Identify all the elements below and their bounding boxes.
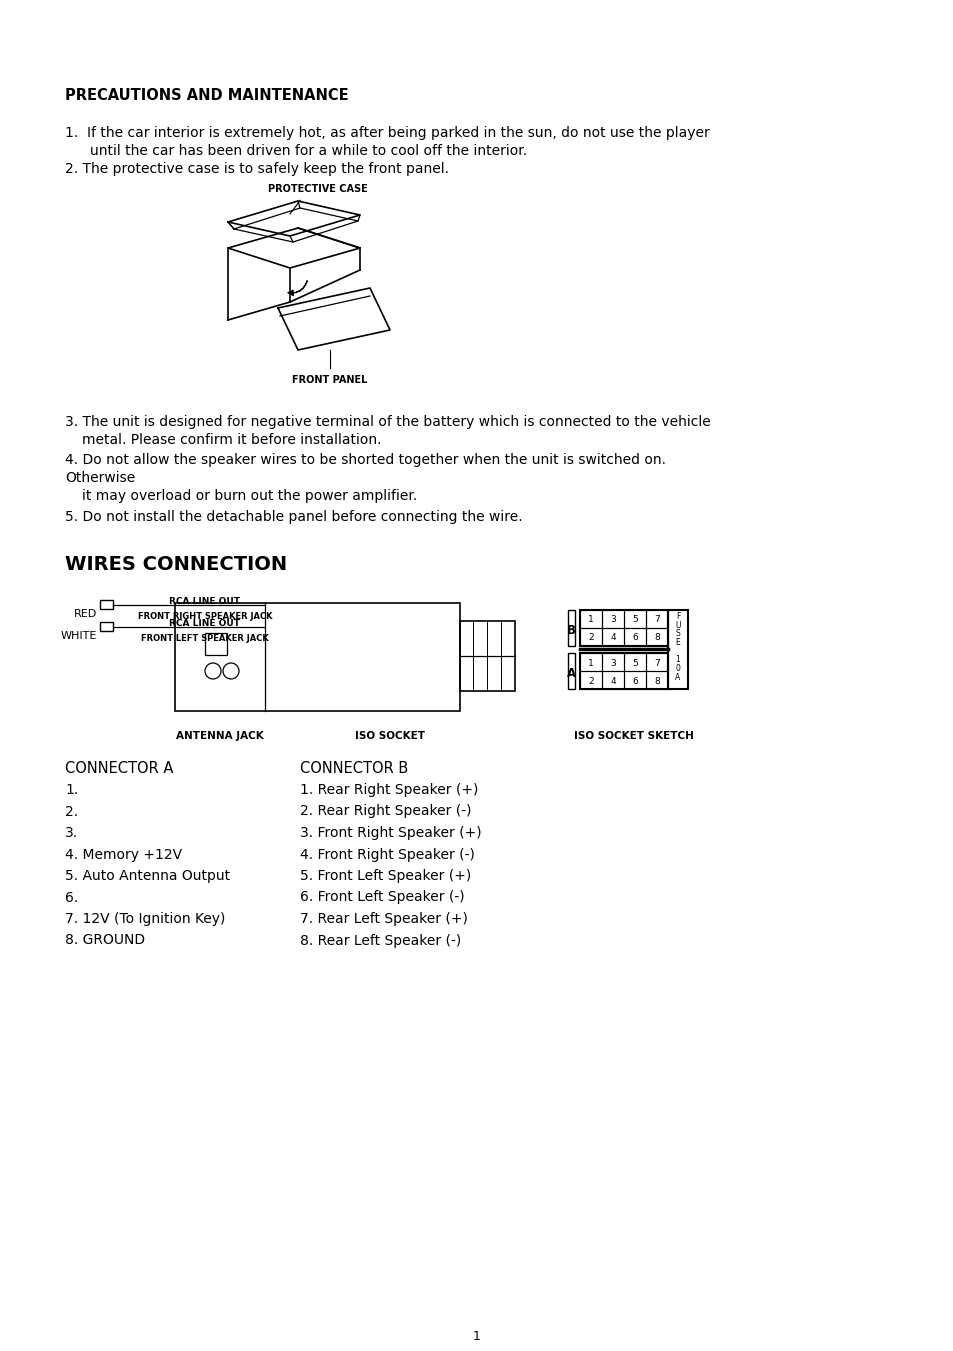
Bar — [601, 671, 623, 689]
Bar — [567, 653, 575, 689]
Text: 6: 6 — [632, 677, 638, 685]
Bar — [579, 653, 601, 671]
Bar — [623, 653, 645, 671]
Text: 2: 2 — [588, 634, 593, 643]
Text: F
U
S
E
 
1
0
A: F U S E 1 0 A — [675, 612, 680, 681]
Bar — [645, 628, 667, 646]
Bar — [567, 611, 575, 646]
Text: ISO SOCKET: ISO SOCKET — [355, 731, 424, 740]
Bar — [579, 671, 601, 689]
Text: WIRES CONNECTION: WIRES CONNECTION — [65, 555, 287, 574]
Bar — [100, 621, 112, 631]
Text: 7. Rear Left Speaker (+): 7. Rear Left Speaker (+) — [299, 912, 467, 925]
Bar — [579, 611, 601, 628]
Text: 3. Front Right Speaker (+): 3. Front Right Speaker (+) — [299, 825, 481, 840]
Text: metal. Please confirm it before installation.: metal. Please confirm it before installa… — [82, 434, 381, 447]
Bar — [623, 628, 645, 646]
Text: Otherwise: Otherwise — [65, 471, 135, 485]
Text: 2.: 2. — [65, 804, 78, 819]
Text: 3: 3 — [610, 658, 616, 667]
Text: 4. Front Right Speaker (-): 4. Front Right Speaker (-) — [299, 847, 475, 862]
Text: it may overload or burn out the power amplifier.: it may overload or burn out the power am… — [82, 489, 416, 503]
Bar — [601, 628, 623, 646]
Text: 1: 1 — [587, 616, 594, 624]
Text: 1.: 1. — [65, 784, 78, 797]
Text: 2. Rear Right Speaker (-): 2. Rear Right Speaker (-) — [299, 804, 471, 819]
Text: WHITE: WHITE — [61, 631, 97, 640]
Bar — [174, 603, 459, 711]
Text: 5. Auto Antenna Output: 5. Auto Antenna Output — [65, 869, 230, 884]
Text: 4: 4 — [610, 677, 616, 685]
Text: RCA LINE OUT: RCA LINE OUT — [170, 597, 240, 607]
Text: CONNECTOR B: CONNECTOR B — [299, 761, 408, 775]
Text: 2. The protective case is to safely keep the front panel.: 2. The protective case is to safely keep… — [65, 162, 449, 176]
Bar — [601, 653, 623, 671]
Text: until the car has been driven for a while to cool off the interior.: until the car has been driven for a whil… — [90, 145, 527, 158]
Text: A: A — [566, 667, 576, 680]
Bar — [667, 611, 687, 689]
Text: 8. GROUND: 8. GROUND — [65, 934, 145, 947]
Text: 8. Rear Left Speaker (-): 8. Rear Left Speaker (-) — [299, 934, 460, 947]
Text: 5: 5 — [632, 658, 638, 667]
Text: PRECAUTIONS AND MAINTENANCE: PRECAUTIONS AND MAINTENANCE — [65, 88, 348, 103]
Text: 5. Front Left Speaker (+): 5. Front Left Speaker (+) — [299, 869, 471, 884]
Text: 7. 12V (To Ignition Key): 7. 12V (To Ignition Key) — [65, 912, 225, 925]
FancyArrowPatch shape — [288, 281, 307, 296]
Text: CONNECTOR A: CONNECTOR A — [65, 761, 173, 775]
Text: ISO SOCKET SKETCH: ISO SOCKET SKETCH — [574, 731, 693, 740]
Text: 6.: 6. — [65, 890, 78, 905]
Text: 5: 5 — [632, 616, 638, 624]
Bar — [205, 634, 227, 655]
Text: 3: 3 — [610, 616, 616, 624]
Text: 1.  If the car interior is extremely hot, as after being parked in the sun, do n: 1. If the car interior is extremely hot,… — [65, 126, 709, 141]
Bar — [645, 671, 667, 689]
Text: RCA LINE OUT: RCA LINE OUT — [170, 619, 240, 628]
Text: 7: 7 — [654, 616, 659, 624]
Text: 8: 8 — [654, 677, 659, 685]
Text: FRONT RIGHT SPEAKER JACK: FRONT RIGHT SPEAKER JACK — [137, 612, 272, 621]
Text: 7: 7 — [654, 658, 659, 667]
Text: 8: 8 — [654, 634, 659, 643]
Text: 6: 6 — [632, 634, 638, 643]
Text: FRONT PANEL: FRONT PANEL — [292, 376, 367, 385]
Bar — [645, 611, 667, 628]
Text: RED: RED — [73, 609, 97, 619]
Text: FRONT LEFT SPEAKER JACK: FRONT LEFT SPEAKER JACK — [141, 634, 269, 643]
Text: 4. Do not allow the speaker wires to be shorted together when the unit is switch: 4. Do not allow the speaker wires to be … — [65, 453, 665, 467]
Text: 2: 2 — [588, 677, 593, 685]
Text: 1. Rear Right Speaker (+): 1. Rear Right Speaker (+) — [299, 784, 477, 797]
Text: PROTECTIVE CASE: PROTECTIVE CASE — [268, 184, 368, 195]
Bar — [623, 671, 645, 689]
Bar — [623, 611, 645, 628]
Text: 3.: 3. — [65, 825, 78, 840]
Bar — [579, 611, 667, 646]
Bar — [579, 628, 601, 646]
Bar — [601, 611, 623, 628]
Bar — [645, 653, 667, 671]
Text: 4: 4 — [610, 634, 616, 643]
Text: ANTENNA JACK: ANTENNA JACK — [176, 731, 264, 740]
Text: 5. Do not install the detachable panel before connecting the wire.: 5. Do not install the detachable panel b… — [65, 509, 522, 524]
Text: 3. The unit is designed for negative terminal of the battery which is connected : 3. The unit is designed for negative ter… — [65, 415, 710, 430]
Text: B: B — [566, 624, 576, 638]
Text: 4. Memory +12V: 4. Memory +12V — [65, 847, 182, 862]
Bar — [100, 600, 112, 609]
Bar — [459, 621, 515, 690]
Text: 6. Front Left Speaker (-): 6. Front Left Speaker (-) — [299, 890, 464, 905]
Text: 1: 1 — [473, 1329, 480, 1343]
Bar — [579, 653, 667, 689]
Text: 1: 1 — [587, 658, 594, 667]
